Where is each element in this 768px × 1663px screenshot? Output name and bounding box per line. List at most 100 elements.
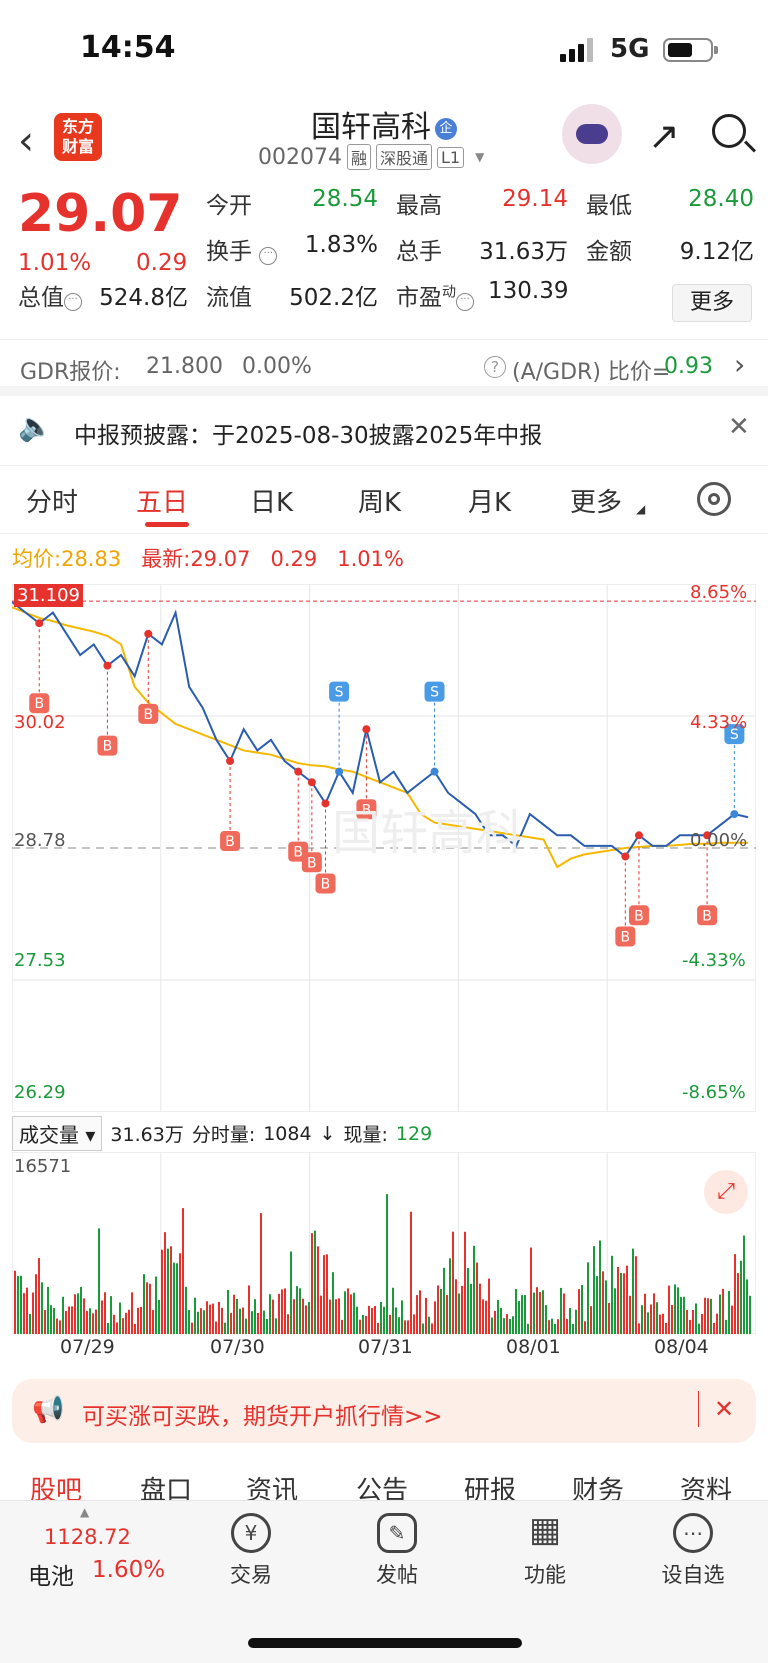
- network-label: 5G: [610, 34, 650, 64]
- volume-bar: [29, 1313, 31, 1334]
- volume-bar: [125, 1312, 127, 1334]
- info-dots-icon[interactable]: ···: [456, 293, 474, 311]
- sell-badge: [724, 724, 745, 745]
- tab-daily-k[interactable]: 日K: [250, 488, 294, 518]
- caret-down-icon[interactable]: ▼: [475, 150, 485, 164]
- sector-name[interactable]: 电池: [28, 1564, 74, 1590]
- back-icon[interactable]: ‹: [18, 118, 34, 164]
- volume-bar: [104, 1292, 106, 1334]
- volume-bar: [458, 1293, 460, 1334]
- volume-bar: [146, 1282, 148, 1334]
- volume-bar: [215, 1321, 217, 1334]
- volume-bar: [554, 1323, 556, 1334]
- volume-bar: [224, 1322, 226, 1334]
- tab-intraday[interactable]: 分时: [26, 488, 79, 518]
- tab-more[interactable]: 更多: [570, 488, 623, 518]
- more-quote-button[interactable]: 更多: [672, 284, 752, 322]
- sector-index-value[interactable]: 1128.72: [44, 1525, 131, 1549]
- buy-badge-label: B: [225, 834, 235, 850]
- tab-five-day[interactable]: 五日: [136, 488, 189, 518]
- volume-bar: [290, 1251, 292, 1334]
- chevron-right-icon[interactable]: ›: [734, 348, 746, 381]
- volume-bar: [284, 1288, 286, 1334]
- tab-finance[interactable]: 财务: [572, 1476, 625, 1502]
- volume-bar: [209, 1304, 211, 1334]
- turnover-label: 换手 ···: [206, 232, 278, 266]
- volume-bar: [518, 1300, 520, 1334]
- status-bar: 14:54 5G: [0, 0, 768, 100]
- gdr-row[interactable]: GDR报价: 21.800 0.00% ? (A/GDR) 比价= 0.93 ›: [0, 340, 768, 396]
- stock-code-row[interactable]: 002074 融 深股通 L1 ▼: [258, 144, 484, 170]
- search-icon[interactable]: [712, 114, 746, 148]
- info-dots-icon[interactable]: ···: [259, 247, 278, 265]
- volume-bar: [389, 1314, 391, 1334]
- volume-bar: [542, 1290, 544, 1334]
- volume-bar: [539, 1292, 541, 1334]
- high-value: 29.14: [502, 186, 568, 212]
- promo-banner[interactable]: 📢 可买涨可买跌，期货开户抓行情>> ✕: [12, 1379, 756, 1443]
- volume-bar: [659, 1314, 661, 1334]
- share-icon[interactable]: ↗: [648, 114, 680, 158]
- help-icon[interactable]: ?: [484, 356, 506, 378]
- info-dots-icon[interactable]: ···: [64, 293, 82, 311]
- volume-bar: [182, 1208, 184, 1334]
- volume-bar: [488, 1278, 490, 1334]
- volume-bar: [683, 1296, 685, 1334]
- notice-bar[interactable]: 🔈 中报预披露：于2025-08-30披露2025年中报 ✕: [0, 396, 768, 466]
- volume-bar: [590, 1306, 592, 1334]
- home-indicator: [248, 1638, 522, 1648]
- functions-button[interactable]: ▦ 功能: [524, 1510, 566, 1587]
- volume-bar: [440, 1288, 442, 1334]
- volume-bar: [143, 1274, 145, 1334]
- pct-tick-4: -4.33%: [682, 950, 746, 971]
- gdr-ratio: 0.93: [664, 354, 713, 379]
- volume-bar: [356, 1306, 358, 1334]
- volume-bar: [41, 1282, 43, 1334]
- close-icon[interactable]: ✕: [714, 1395, 735, 1423]
- gear-icon[interactable]: [697, 482, 731, 516]
- volume-bar: [383, 1306, 385, 1334]
- tab-profile[interactable]: 资料: [680, 1476, 733, 1502]
- volume-bar: [461, 1285, 463, 1334]
- volume-bar: [176, 1263, 178, 1334]
- volume-bar: [467, 1267, 469, 1334]
- mktcap-value: 524.8亿: [99, 285, 188, 311]
- expand-icon[interactable]: ⤢: [704, 1170, 748, 1214]
- tab-research[interactable]: 研报: [464, 1476, 517, 1502]
- price-tick-4: 27.53: [14, 950, 66, 971]
- volume-bar: [308, 1302, 310, 1334]
- tab-monthly-k[interactable]: 月K: [468, 488, 512, 518]
- tab-news[interactable]: 资讯: [246, 1476, 299, 1502]
- volume-bar: [704, 1297, 706, 1334]
- volume-bar: [368, 1305, 370, 1334]
- volume-bar: [635, 1256, 637, 1334]
- volume-bar: [509, 1319, 511, 1334]
- volume-bar: [437, 1285, 439, 1334]
- volume-chart[interactable]: [12, 1152, 756, 1334]
- volume-bar: [512, 1316, 514, 1334]
- volume-bar: [479, 1283, 481, 1334]
- volume-selector[interactable]: 成交量 ▾: [12, 1116, 103, 1151]
- volume-bar: [77, 1293, 79, 1334]
- volume-bar: [578, 1289, 580, 1334]
- volume-bar: [68, 1306, 70, 1334]
- post-button[interactable]: ✎ 发帖: [342, 1513, 452, 1589]
- tab-guba[interactable]: 股吧: [30, 1476, 83, 1502]
- grid-icon: ▦: [528, 1510, 562, 1550]
- buy-point: [144, 629, 153, 638]
- trade-button[interactable]: ¥ 交易: [196, 1513, 306, 1589]
- add-watchlist-button[interactable]: ⋯ 设自选: [638, 1513, 748, 1589]
- tab-announcement[interactable]: 公告: [356, 1476, 409, 1502]
- buy-point: [634, 831, 643, 840]
- tab-weekly-k[interactable]: 周K: [358, 488, 402, 518]
- pe-value: 130.39: [488, 278, 569, 304]
- tab-pankou[interactable]: 盘口: [140, 1476, 193, 1502]
- assistant-avatar-icon[interactable]: [562, 104, 622, 164]
- close-icon[interactable]: ✕: [728, 412, 750, 442]
- sell-badge-label: S: [430, 685, 439, 701]
- volume-bar: [317, 1246, 319, 1334]
- volume-bar: [311, 1233, 313, 1334]
- buy-badge-label: B: [307, 855, 317, 871]
- volume-bar: [95, 1309, 97, 1334]
